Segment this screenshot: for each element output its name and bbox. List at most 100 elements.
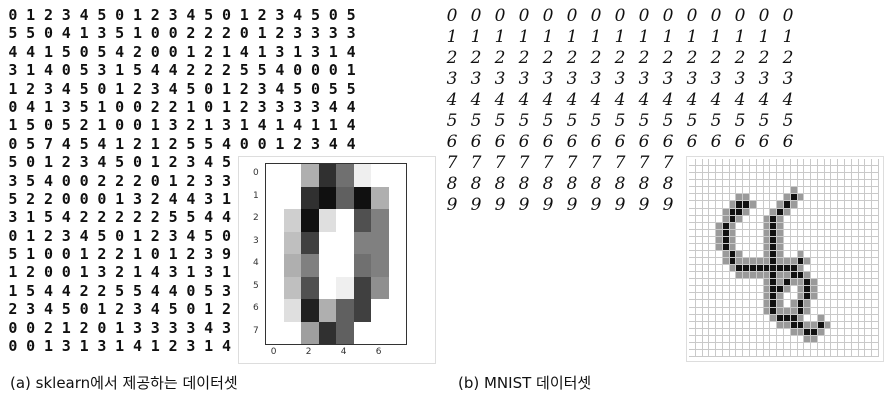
pixel-cell [811, 272, 818, 280]
mnist-digit-cell: 6 [734, 132, 746, 152]
pixel-cell [838, 293, 846, 301]
digit-cell: 0 [168, 42, 178, 61]
pixel-cell [831, 215, 839, 223]
pixel-cell [702, 328, 710, 336]
heatmap-cell [318, 164, 336, 187]
digit-cell: 0 [204, 79, 214, 98]
pixel-cell [702, 272, 710, 280]
pixel-cell [756, 250, 764, 258]
pixel-cell [750, 265, 757, 273]
pixel-cell [702, 187, 710, 195]
pixel-cell [872, 293, 879, 301]
pixel-cell [709, 243, 717, 251]
pixel-cell [831, 173, 839, 181]
pixel-cell [743, 307, 751, 315]
pixel-cell [743, 173, 751, 181]
heatmap-cell [266, 231, 284, 254]
digit-cell: 5 [168, 300, 178, 319]
pixel-cell [750, 194, 757, 202]
heatmap-cell [371, 321, 389, 344]
pixel-cell [750, 328, 757, 336]
digit-cell: 4 [115, 42, 125, 61]
pixel-cell [763, 194, 771, 202]
pixel-cell [824, 222, 832, 230]
pixel-cell [811, 236, 818, 244]
digit-cell: 5 [239, 61, 249, 80]
heatmap-cell [266, 321, 284, 344]
digit-cell: 2 [150, 97, 160, 116]
pixel-cell [756, 286, 764, 294]
pixel-cell [743, 314, 751, 322]
mnist-digit-cell: 3 [518, 69, 530, 89]
mnist-digit-cell: 5 [542, 111, 554, 131]
pixel-cell [811, 229, 818, 237]
pixel-cell [790, 314, 798, 322]
pixel-cell [783, 180, 791, 188]
mnist-pixel-inset [686, 156, 884, 362]
digit-cell: 3 [26, 300, 36, 319]
pixel-cell [831, 166, 839, 174]
pixel-cell [702, 201, 710, 209]
pixel-cell [831, 159, 839, 167]
x-tick-label: 4 [340, 347, 347, 357]
pixel-cell [722, 201, 730, 209]
pixel-cell [783, 229, 791, 237]
digit-cell: 0 [61, 171, 71, 190]
pixel-cell [763, 349, 771, 357]
digit-cell: 5 [8, 153, 18, 172]
pixel-cell [817, 222, 825, 230]
pixel-cell [811, 265, 818, 273]
pixel-cell [689, 307, 696, 315]
pixel-cell [865, 293, 873, 301]
pixel-cell [851, 180, 859, 188]
mnist-digit-cell: 4 [590, 90, 602, 110]
mnist-digit-cell: 4 [758, 90, 770, 110]
digit-cell: 3 [275, 6, 285, 24]
pixel-cell [845, 222, 852, 230]
pixel-cell [695, 243, 703, 251]
digit-cell: 2 [204, 24, 214, 43]
heatmap-cell [283, 164, 301, 187]
digit-cell: 4 [346, 116, 356, 135]
pixel-cell [804, 243, 812, 251]
digit-cell: 2 [115, 171, 125, 190]
pixel-cell [722, 229, 730, 237]
pixel-cell [702, 222, 710, 230]
pixel-cell [872, 286, 879, 294]
pixel-cell [797, 279, 805, 287]
pixel-cell [851, 279, 859, 287]
pixel-cell [804, 328, 812, 336]
pixel-cell [817, 307, 825, 315]
pixel-cell [831, 321, 839, 329]
pixel-cell [831, 258, 839, 266]
pixel-cell [770, 286, 778, 294]
pixel-cell [851, 342, 859, 350]
pixel-cell [722, 250, 730, 258]
pixel-cell [743, 335, 751, 343]
pixel-cell [729, 272, 737, 280]
pixel-cell [722, 272, 730, 280]
mnist-digit-cell: 7 [518, 153, 530, 173]
digit-cell: 4 [239, 42, 249, 61]
mnist-digit-cell: 3 [782, 69, 794, 89]
pixel-cell [824, 342, 832, 350]
pixel-cell [845, 180, 852, 188]
pixel-cell [716, 342, 723, 350]
pixel-cell [811, 243, 818, 251]
digit-cell: 4 [43, 171, 53, 190]
digit-cell: 7 [43, 134, 53, 153]
digit-cell: 1 [168, 245, 178, 264]
x-tick-label: 6 [375, 347, 382, 357]
pixel-cell [770, 201, 778, 209]
pixel-cell [838, 265, 846, 273]
mnist-digit-cell: 0 [758, 6, 770, 26]
digit-cell: 2 [97, 245, 107, 264]
pixel-cell [790, 272, 798, 280]
pixel-cell [763, 286, 771, 294]
pixel-cell [709, 265, 717, 273]
pixel-cell [750, 300, 757, 308]
pixel-cell [804, 173, 812, 181]
digit-cell: 2 [168, 337, 178, 356]
pixel-cell [695, 208, 703, 216]
